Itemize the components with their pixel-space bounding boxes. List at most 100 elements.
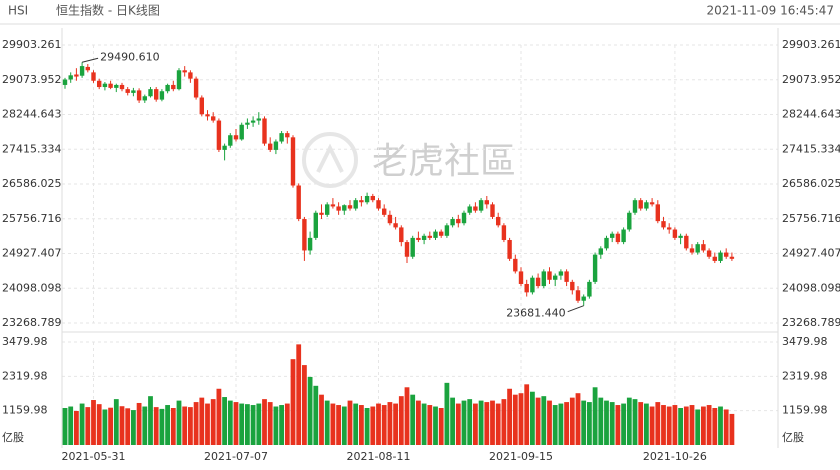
- volume-bar: [672, 405, 678, 445]
- y-tick-label: 23268.789: [782, 316, 840, 329]
- y-tick-label: 2319.98: [2, 369, 48, 382]
- volume-bar: [461, 400, 467, 445]
- volume-bar: [712, 408, 718, 445]
- volume-bar: [416, 400, 421, 445]
- candle-body: [74, 74, 79, 77]
- volume-bar: [683, 406, 689, 445]
- y-tick-label: 1159.98: [782, 404, 828, 417]
- volume-bar: [632, 399, 638, 445]
- candle-body: [678, 235, 683, 238]
- volume-bar: [376, 403, 381, 445]
- volume-bar: [626, 397, 632, 445]
- volume-bar: [364, 408, 370, 445]
- volume-bar: [507, 388, 512, 445]
- timestamp: 2021-11-09 16:45:47: [707, 4, 834, 18]
- volume-bar: [530, 391, 535, 445]
- volume-bar: [467, 399, 473, 445]
- volume-bar: [666, 406, 672, 445]
- volume-bar: [592, 387, 598, 445]
- y-tick-label: 3479.98: [782, 335, 828, 348]
- volume-bar: [723, 409, 729, 445]
- volume-bar: [159, 408, 165, 445]
- candle-body: [290, 137, 296, 186]
- candle-body: [513, 258, 518, 272]
- volume-bar: [398, 396, 404, 445]
- candle-body: [97, 80, 102, 88]
- candle-body: [644, 202, 649, 209]
- candle-body: [484, 200, 489, 205]
- volume-bar: [558, 403, 564, 445]
- candle-body: [364, 195, 370, 203]
- candle-body: [330, 204, 336, 207]
- volume-bar: [427, 405, 433, 445]
- candle-body: [182, 70, 187, 73]
- y-tick-label: 25756.716: [782, 212, 840, 225]
- candle-body: [473, 206, 478, 211]
- candle-body: [347, 205, 353, 209]
- volume-bar: [62, 408, 68, 445]
- watermark-logo: [302, 132, 358, 188]
- candle-body: [79, 66, 85, 76]
- volume-bar: [501, 399, 507, 445]
- volume-bar: [359, 405, 364, 445]
- volume-bar: [433, 406, 438, 445]
- unit-label: 亿股: [2, 431, 24, 444]
- candle-body: [444, 225, 450, 236]
- volume-bar: [142, 406, 148, 445]
- volume-bar: [319, 394, 324, 445]
- candle-body: [85, 66, 90, 71]
- candle-body: [205, 114, 210, 117]
- volume-bar: [587, 402, 592, 445]
- annotation-line: [567, 305, 584, 313]
- y-tick-label: 26586.025: [2, 177, 62, 190]
- candle-body: [712, 256, 717, 261]
- candle-body: [689, 248, 695, 253]
- volume-bar: [182, 406, 188, 445]
- y-tick-label: 24098.098: [782, 281, 840, 294]
- y-tick-label: 24927.407: [782, 247, 840, 260]
- candle-body: [102, 83, 108, 88]
- candle-body: [285, 133, 290, 138]
- volume-bar: [564, 402, 569, 445]
- volume-bar: [718, 406, 723, 445]
- volume-bar: [96, 404, 102, 445]
- candle-body: [621, 229, 626, 243]
- volume-bar: [222, 397, 227, 445]
- candle-body: [336, 206, 341, 211]
- candle-body: [450, 219, 455, 226]
- candle-body: [119, 84, 125, 90]
- volume-bar: [598, 397, 604, 445]
- annotation-line: [81, 57, 99, 63]
- candle-body: [393, 223, 398, 228]
- candle-body: [587, 281, 592, 297]
- y-tick-label: 29903.261: [782, 38, 840, 51]
- y-tick-label: 28244.643: [2, 108, 62, 121]
- volume-bar: [330, 403, 336, 445]
- candle-body: [672, 229, 678, 238]
- annotation: 29490.610: [100, 50, 160, 63]
- volume-bar: [678, 408, 683, 445]
- candle-body: [279, 133, 284, 142]
- volume-bar: [655, 402, 661, 445]
- volume-bar: [581, 400, 587, 445]
- volume-bar: [518, 393, 524, 445]
- volume-bar: [313, 385, 319, 445]
- volume-bar: [216, 388, 222, 445]
- volume-bar: [404, 387, 410, 445]
- volume-bar: [85, 407, 91, 445]
- volume-bar: [609, 402, 615, 445]
- volume-bar: [102, 409, 108, 445]
- candle-body: [404, 242, 410, 257]
- volume-bar: [387, 402, 393, 445]
- candle-body: [581, 296, 586, 301]
- watermark: 老虎社區: [372, 141, 516, 182]
- volume-bar: [233, 402, 239, 445]
- candle-body: [233, 135, 239, 140]
- candle-body: [313, 212, 318, 238]
- volume-bar: [341, 406, 347, 445]
- volume-bar: [638, 402, 644, 445]
- candle-body: [319, 212, 324, 215]
- candle-body: [524, 283, 529, 293]
- candle-body: [148, 89, 153, 97]
- candle-body: [268, 143, 273, 150]
